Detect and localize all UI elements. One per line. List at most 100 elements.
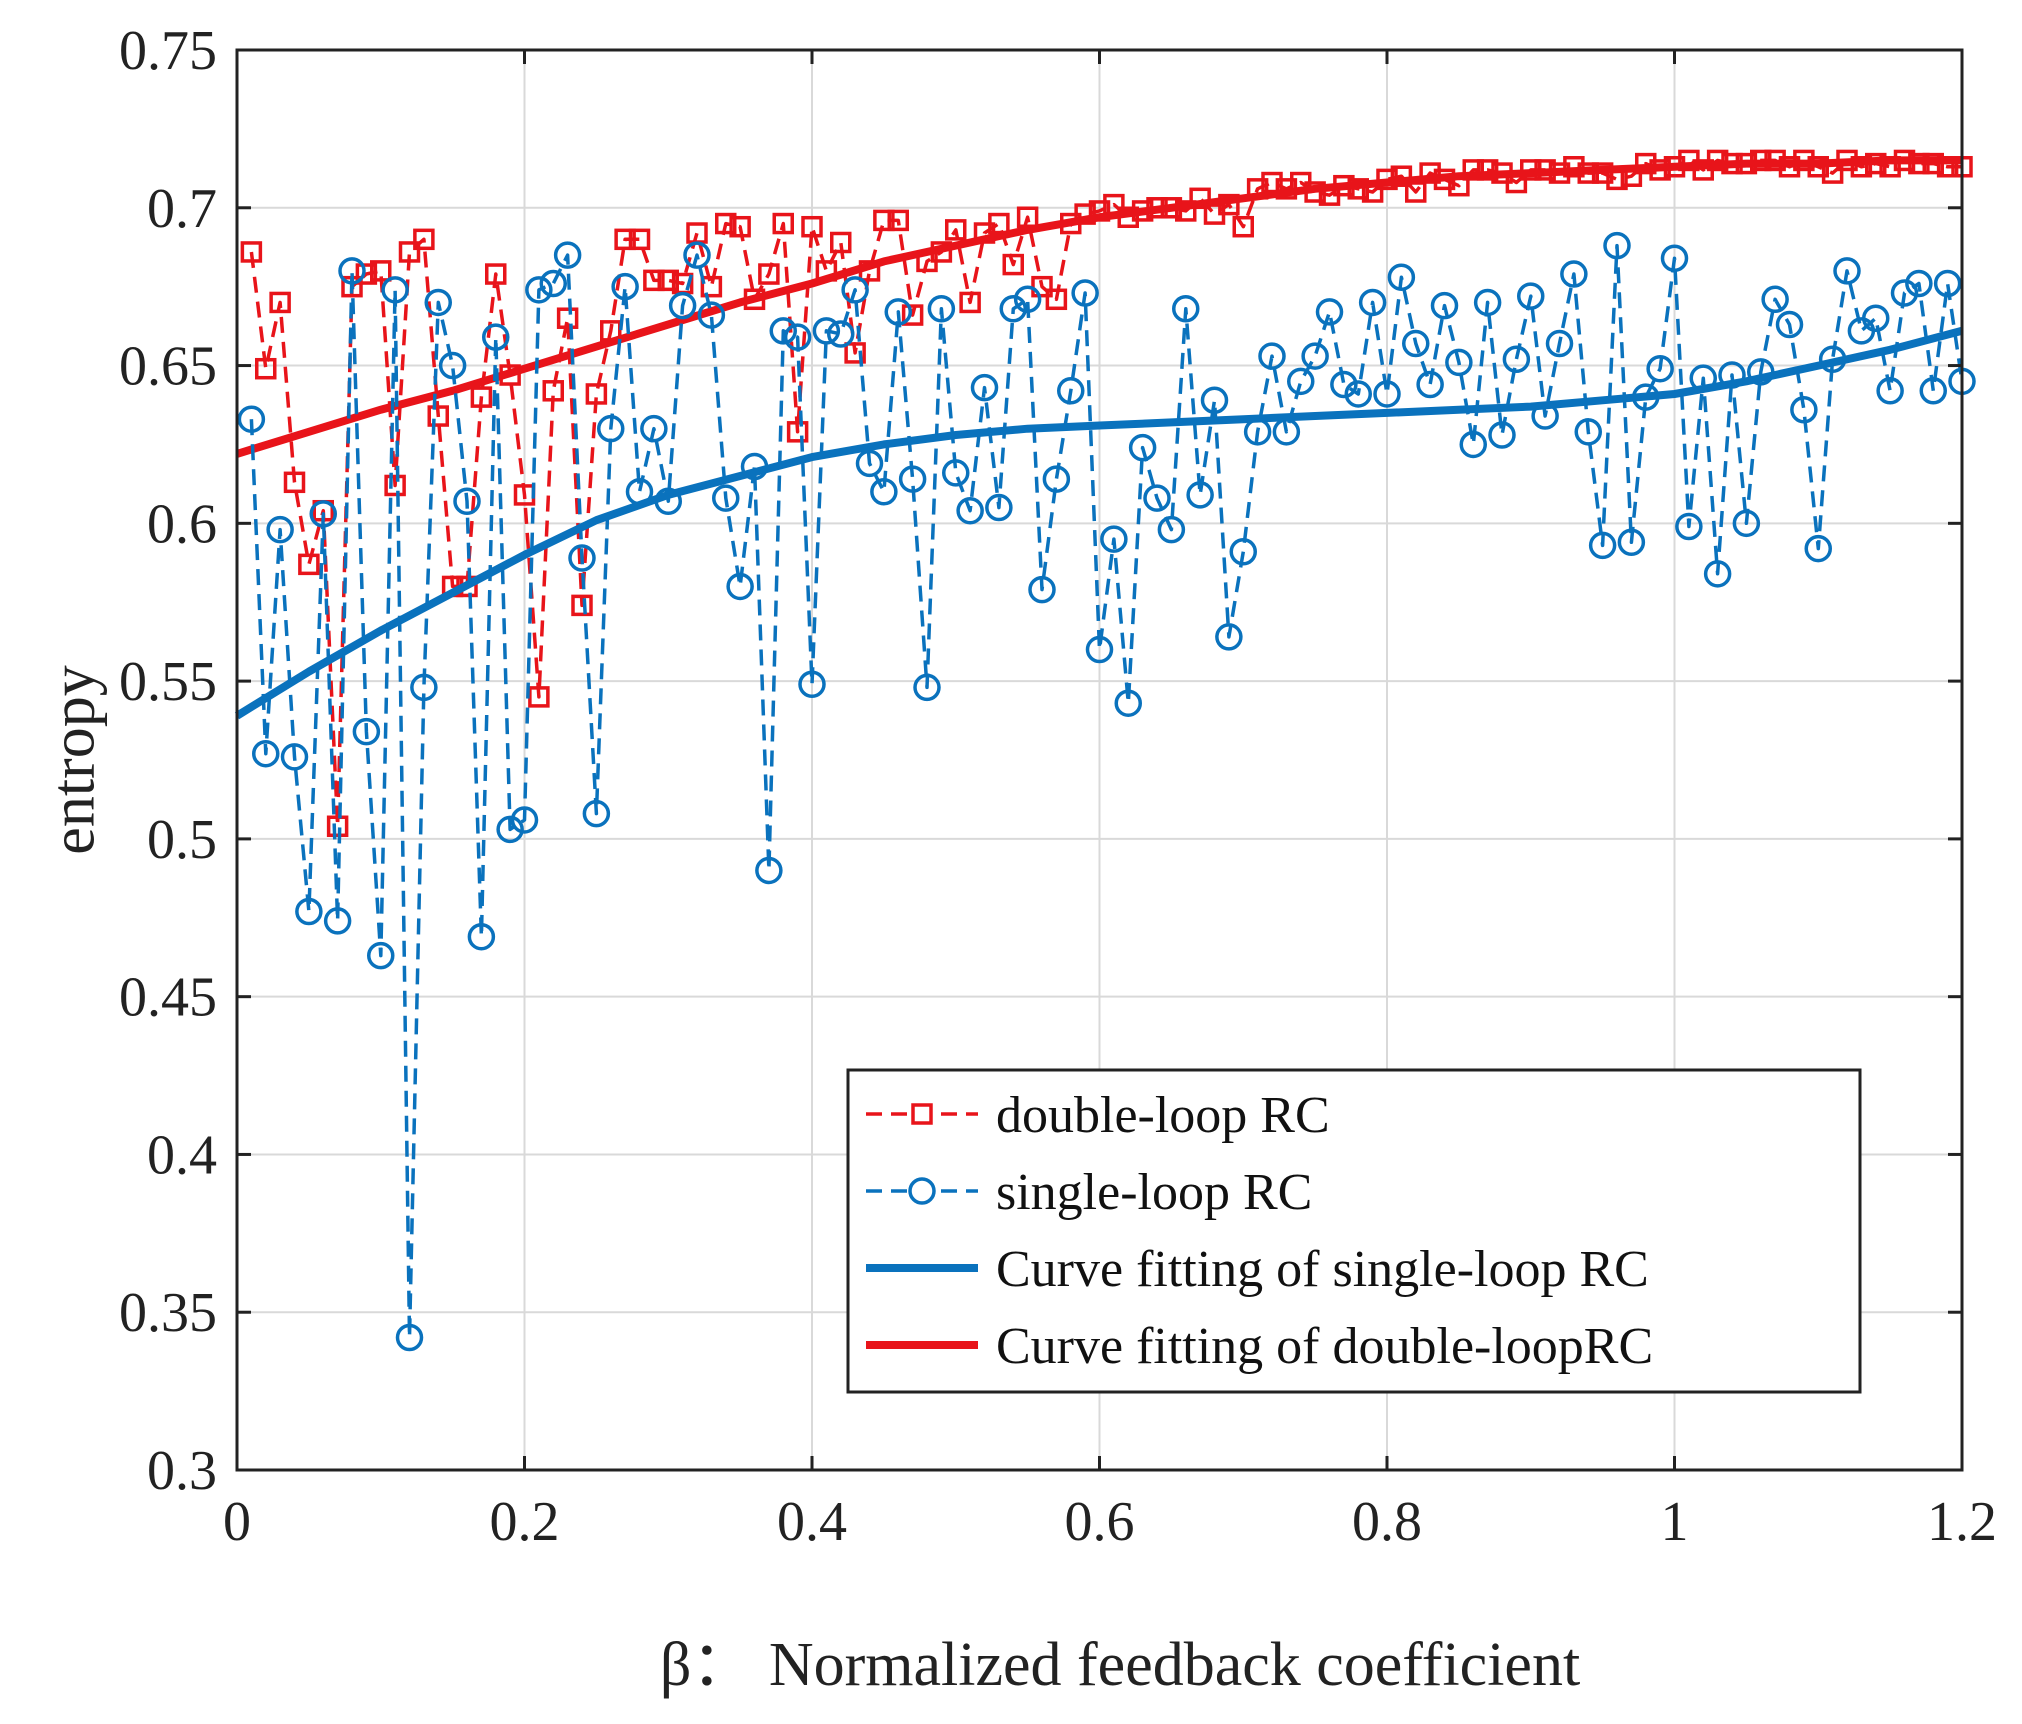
- x-tick-label: 1.2: [1927, 1491, 1997, 1553]
- single-loop-rc-marker: [668, 291, 697, 320]
- single-loop-rc-marker: [841, 276, 869, 304]
- single-loop-rc-marker: [1804, 534, 1832, 563]
- double-loop-rc-marker: [542, 380, 564, 402]
- x-tick-label: 0: [223, 1491, 251, 1553]
- single-loop-rc-marker: [1488, 421, 1516, 449]
- single-loop-rc-marker: [970, 373, 999, 402]
- double-loop-rc-marker: [758, 263, 780, 285]
- single-loop-rc-marker: [1315, 298, 1344, 326]
- double-loop-rc-marker: [1131, 200, 1154, 222]
- single-loop-rc-marker: [1833, 257, 1861, 285]
- single-loop-rc-marker: [1574, 418, 1602, 446]
- single-loop-rc-marker: [712, 484, 740, 512]
- single-loop-rc-marker: [1057, 377, 1085, 405]
- double-loop-rc-marker: [930, 241, 953, 263]
- single-loop-rc-marker: [1560, 260, 1588, 288]
- single-loop-rc-marker: [1186, 481, 1214, 509]
- double-loop-rc-marker: [1160, 197, 1183, 219]
- single-loop-rc-marker: [395, 1323, 424, 1352]
- double-loop-rc-marker: [700, 275, 723, 298]
- double-loop-rc-marker: [1333, 174, 1355, 197]
- double-loop-rc-marker: [1908, 152, 1930, 175]
- y-tick-label: 0.65: [119, 336, 217, 398]
- double-loop-rc-marker: [1246, 178, 1269, 200]
- double-loop-rc-marker: [1620, 165, 1643, 187]
- single-loop-rc-marker: [1071, 279, 1099, 307]
- double-loop-rc-marker: [743, 288, 766, 311]
- single-loop-rc-marker: [1143, 484, 1171, 512]
- single-loop-rc-marker: [783, 323, 812, 351]
- legend-label-curve-fitting-of-double-looprc: Curve fitting of double-loopRC: [996, 1318, 1653, 1375]
- double-loop-rc-marker: [585, 383, 608, 405]
- single-loop-rc-marker: [956, 496, 984, 525]
- double-loop-rc-marker: [283, 471, 306, 494]
- double-loop-rc-marker: [255, 357, 277, 380]
- double-loop-rc-marker: [1850, 156, 1873, 178]
- double-loop-rc-marker: [1146, 197, 1168, 219]
- axis-ticks: 0 0.2 0.4 0.6 0.8 1 1.2 0.3 0.35 0.4 0.45 0.5 0.55 0.…: [119, 20, 1997, 1553]
- single-loop-rc-marker: [1387, 263, 1416, 291]
- y-tick-label: 0.55: [119, 651, 217, 713]
- single-loop-rc-marker: [1215, 623, 1243, 651]
- single-loop-rc-marker: [1445, 348, 1473, 377]
- single-loop-rc-marker: [1933, 269, 1962, 298]
- double-loop-rc-marker: [1189, 187, 1211, 210]
- double-loop-rc-marker: [844, 342, 866, 364]
- y-tick-label: 0.75: [119, 20, 217, 82]
- double-loop-rc-marker: [485, 263, 507, 285]
- double-loop-rc-marker: [528, 686, 550, 708]
- double-loop-rc-marker: [269, 291, 291, 314]
- y-tick-label: 0.6: [147, 493, 217, 555]
- double-loop-rc-marker: [1232, 215, 1254, 238]
- double-loop-rc-marker: [715, 212, 737, 235]
- double-loop-rc-marker: [413, 228, 435, 251]
- single-loop-rc-marker: [482, 323, 510, 351]
- double-loop-rc-marker: [830, 231, 852, 254]
- single-loop-rc-marker: [1402, 329, 1430, 358]
- single-loop-rc-marker: [898, 465, 927, 493]
- single-loop-rc-marker: [884, 298, 912, 326]
- double-loop-rc-line: [249, 158, 1962, 829]
- double-loop-rc-marker: [1505, 171, 1528, 194]
- single-loop-rc-marker: [1172, 295, 1200, 323]
- double-loop-rc-marker: [1088, 200, 1111, 222]
- single-loop-rc-marker: [266, 515, 294, 544]
- single-loop-rc-marker: [683, 241, 711, 269]
- double-loop-rc-marker: [499, 364, 521, 386]
- single-loop-rc-marker: [338, 257, 366, 285]
- double-loop-rc-marker: [1778, 156, 1801, 178]
- single-loop-rc-marker: [1876, 377, 1904, 405]
- x-tick-label: 0.6: [1065, 1491, 1135, 1553]
- single-loop-rc-marker: [568, 544, 596, 572]
- single-loop-rc-marker: [1603, 231, 1631, 260]
- single-loop-rc-marker: [1430, 291, 1459, 320]
- single-loop-rc-marker: [769, 317, 797, 345]
- double-loop-rc-marker: [1462, 159, 1484, 181]
- single-loop-rc-marker: [1100, 525, 1128, 553]
- double-loop-rc-marker: [556, 307, 579, 329]
- double-loop-rc-marker: [959, 291, 981, 314]
- single-loop-rc-marker: [352, 717, 381, 746]
- legend-label-curve-fitting-of-single-loop-rc: Curve fitting of single-loop RC: [996, 1241, 1649, 1298]
- single-loop-rc-marker: [1919, 377, 1947, 405]
- double-loop-rc-marker: [1750, 149, 1772, 172]
- double-loop-rc-marker: [1563, 156, 1585, 178]
- double-loop-rc-marker: [1922, 152, 1944, 175]
- double-loop-rc-marker: [815, 260, 838, 282]
- single-loop-rc-marker: [1675, 512, 1703, 541]
- single-loop-rc-marker: [913, 673, 941, 702]
- single-loop-rc-marker: [539, 269, 567, 298]
- single-loop-rc-marker: [1790, 395, 1818, 424]
- double-loop-rc-marker: [470, 386, 493, 408]
- single-loop-rc-marker: [525, 276, 553, 304]
- single-loop-rc-marker: [726, 572, 754, 601]
- double-loop-rc-marker: [628, 228, 651, 251]
- single-loop-rc-marker: [1243, 418, 1272, 446]
- x-tick-label: 0.2: [490, 1491, 560, 1553]
- double-loop-rc-marker: [1764, 149, 1786, 172]
- y-tick-label: 0.3: [147, 1440, 217, 1502]
- single-loop-rc-marker: [252, 739, 280, 768]
- single-loop-rc-marker: [1517, 282, 1545, 310]
- single-loop-rc-marker: [1028, 575, 1056, 604]
- single-loop-rc-marker: [1157, 515, 1186, 544]
